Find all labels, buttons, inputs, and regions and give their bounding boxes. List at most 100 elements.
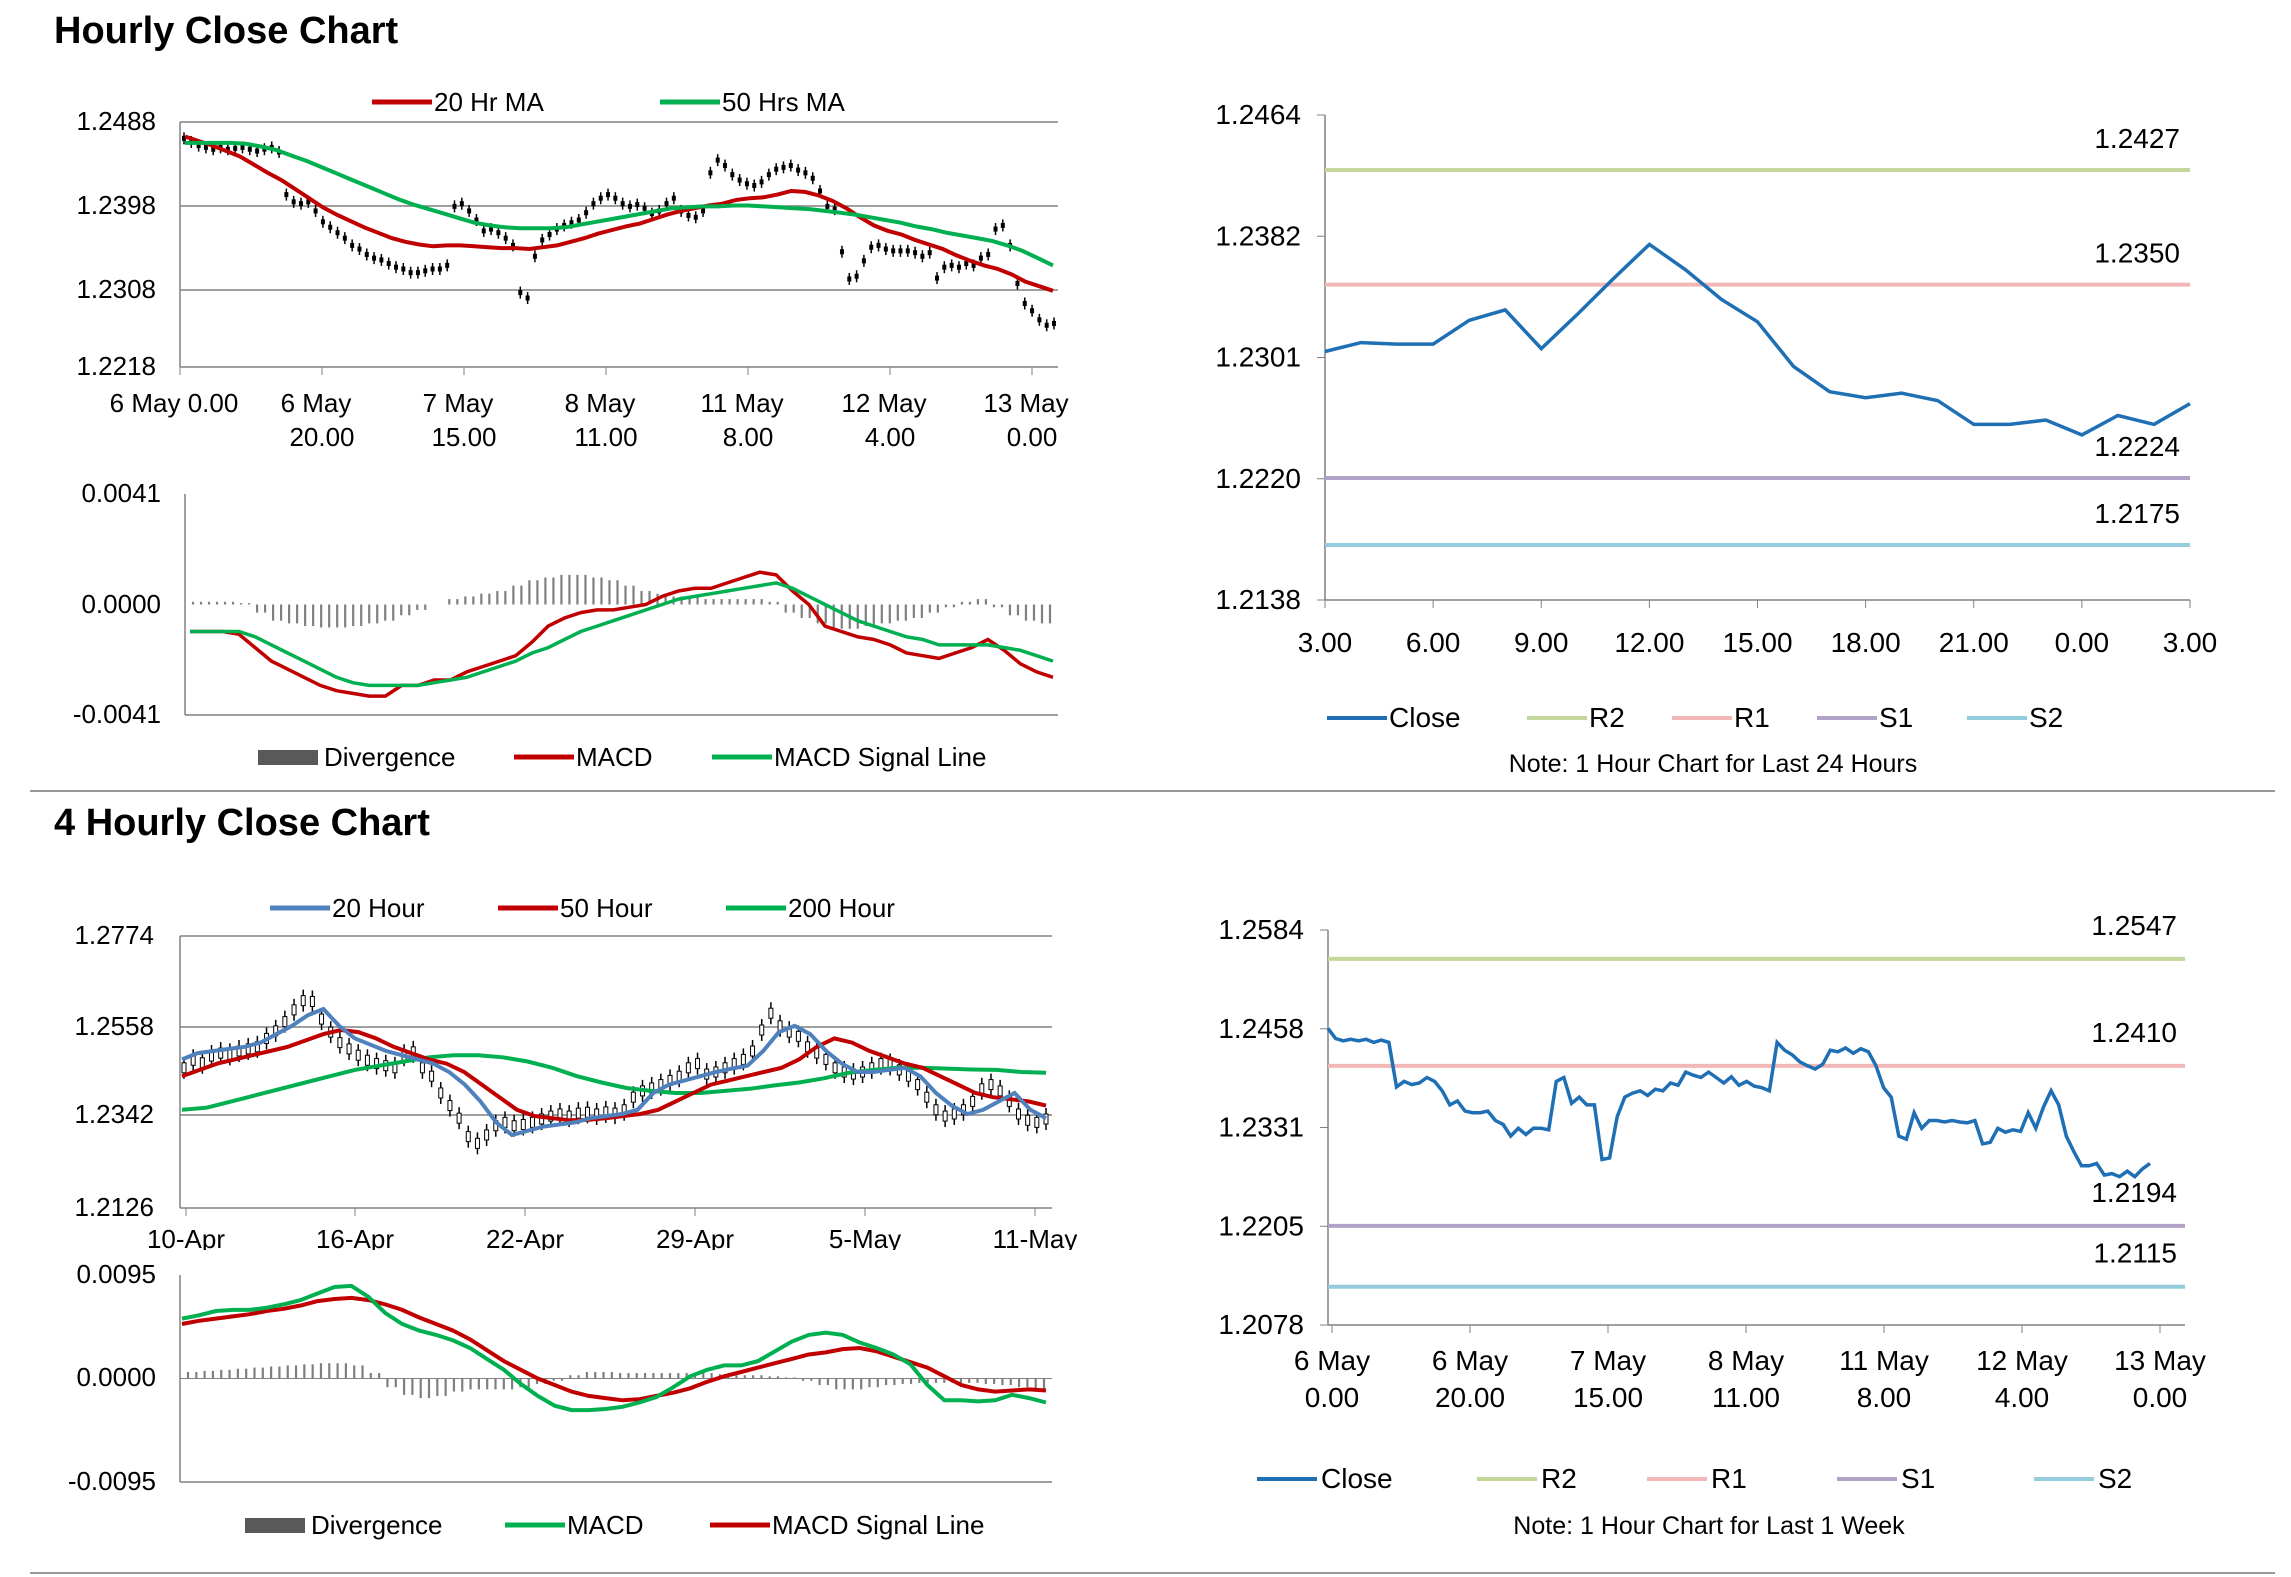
x-tick-label: 7 May (1570, 1345, 1646, 1376)
candle (810, 175, 815, 181)
candle (861, 258, 866, 264)
x-tick-label: 11-May (993, 1224, 1078, 1250)
legend-label: S2 (2029, 702, 2063, 733)
four-hour-week-chart: 1.2584 1.2458 1.2331 1.2205 1.2078 6 May 0.00 6… (1218, 910, 2206, 1540)
y-tick-label: -0.0041 (73, 699, 161, 729)
y-tick-label: 1.2464 (1215, 99, 1301, 130)
x-tick-label: 13 May (2114, 1345, 2206, 1376)
candle (291, 199, 296, 205)
y-tick-label: 1.2331 (1218, 1112, 1304, 1143)
legend-50-hour-label: 50 Hour (560, 893, 653, 923)
candle (337, 1037, 343, 1049)
candle (750, 1045, 756, 1057)
candle (891, 248, 896, 254)
candle (364, 1054, 370, 1066)
x-tick-label: 20.00 (289, 422, 354, 452)
level-s2-label: 1.2115 (2093, 1238, 2177, 1269)
candle (1044, 322, 1049, 328)
legend-label: R2 (1541, 1463, 1577, 1494)
candle (759, 179, 764, 185)
candle (1015, 1108, 1021, 1120)
candle (740, 1053, 746, 1065)
candle (752, 183, 757, 189)
legend-200-hour-label: 200 Hour (788, 893, 895, 923)
four-hour-macd-chart: 0.0095 0.0000 -0.0095 Divergence MACD MACD Si… (68, 1259, 1052, 1540)
x-tick-label: 16-Apr (316, 1224, 394, 1250)
y-tick-label: 1.2382 (1215, 220, 1301, 251)
candle (319, 1013, 325, 1025)
candle (456, 1112, 462, 1124)
x-tick-label: 10-Apr (147, 1224, 225, 1250)
candle (832, 206, 837, 212)
candle (796, 167, 801, 173)
candle (584, 1106, 590, 1118)
candle (883, 246, 888, 252)
candle (598, 195, 603, 201)
candle (484, 1129, 490, 1141)
legend-label: Close (1321, 1463, 1393, 1494)
candle (970, 1095, 976, 1107)
x-tick-label: 15.00 (1573, 1382, 1643, 1413)
candle (920, 253, 925, 259)
candle (591, 201, 596, 207)
candle (357, 246, 362, 252)
hourly-macd-chart: 0.0041 0.0000 -0.0041 Divergence MACD MACD Si… (73, 478, 1058, 772)
candle (768, 1007, 774, 1019)
candle (854, 273, 859, 279)
x-tick-label: 0.00 (1007, 422, 1058, 452)
level-r1-label: 1.2350 (2094, 238, 2180, 269)
candle (878, 1058, 884, 1070)
candle (452, 203, 457, 209)
level-r2-label: 1.2547 (2091, 910, 2177, 941)
macd-line (190, 570, 1054, 698)
candle (569, 220, 574, 226)
legend-label: S2 (2098, 1463, 2132, 1494)
candle (372, 255, 377, 261)
candle (196, 143, 201, 149)
legend-label: Close (1389, 702, 1461, 733)
y-tick-label: 1.2126 (74, 1192, 154, 1222)
candle (627, 203, 632, 209)
candle (613, 195, 618, 201)
candle (282, 1016, 288, 1028)
candle (511, 1120, 517, 1132)
candle (927, 250, 932, 256)
candle (379, 257, 384, 263)
x-tick-label: 11 May (1839, 1345, 1929, 1376)
candle (942, 1110, 948, 1122)
candle (606, 192, 611, 198)
candle (924, 1091, 930, 1103)
legend-macd-signal-label: MACD Signal Line (774, 742, 986, 772)
x-tick-label: 20.00 (1435, 1382, 1505, 1413)
y-tick-label: 1.2774 (74, 920, 154, 950)
y-tick-label: 1.2458 (1218, 1013, 1304, 1044)
x-tick-label: 12 May (1976, 1345, 2068, 1376)
x-tick-label: 15.00 (431, 422, 496, 452)
candle (993, 226, 998, 232)
candle (671, 195, 676, 201)
candle (532, 253, 537, 259)
legend-divergence-swatch (245, 1518, 305, 1533)
candle (584, 210, 589, 216)
y-tick-label: 1.2220 (1215, 463, 1301, 494)
candle (481, 228, 486, 234)
level-s2-label: 1.2175 (2094, 498, 2180, 529)
candle (429, 1070, 435, 1082)
candle (401, 266, 406, 272)
legend-macd-signal-label: MACD Signal Line (772, 1510, 984, 1540)
candle (774, 166, 779, 172)
candle (496, 230, 501, 236)
legend-label: R1 (1711, 1463, 1747, 1494)
candle (964, 261, 969, 267)
level-s1-label: 1.2194 (2091, 1177, 2177, 1208)
x-tick-label: 11 May (700, 388, 783, 418)
candle (298, 201, 303, 207)
candle (933, 1104, 939, 1116)
candle (309, 995, 315, 1007)
level-r2-label: 1.2427 (2094, 123, 2180, 154)
x-tick-label: 3.00 (2163, 627, 2218, 658)
candle (547, 232, 552, 238)
candle (781, 164, 786, 170)
x-tick-label: 11.00 (574, 422, 637, 452)
candle (876, 242, 881, 248)
